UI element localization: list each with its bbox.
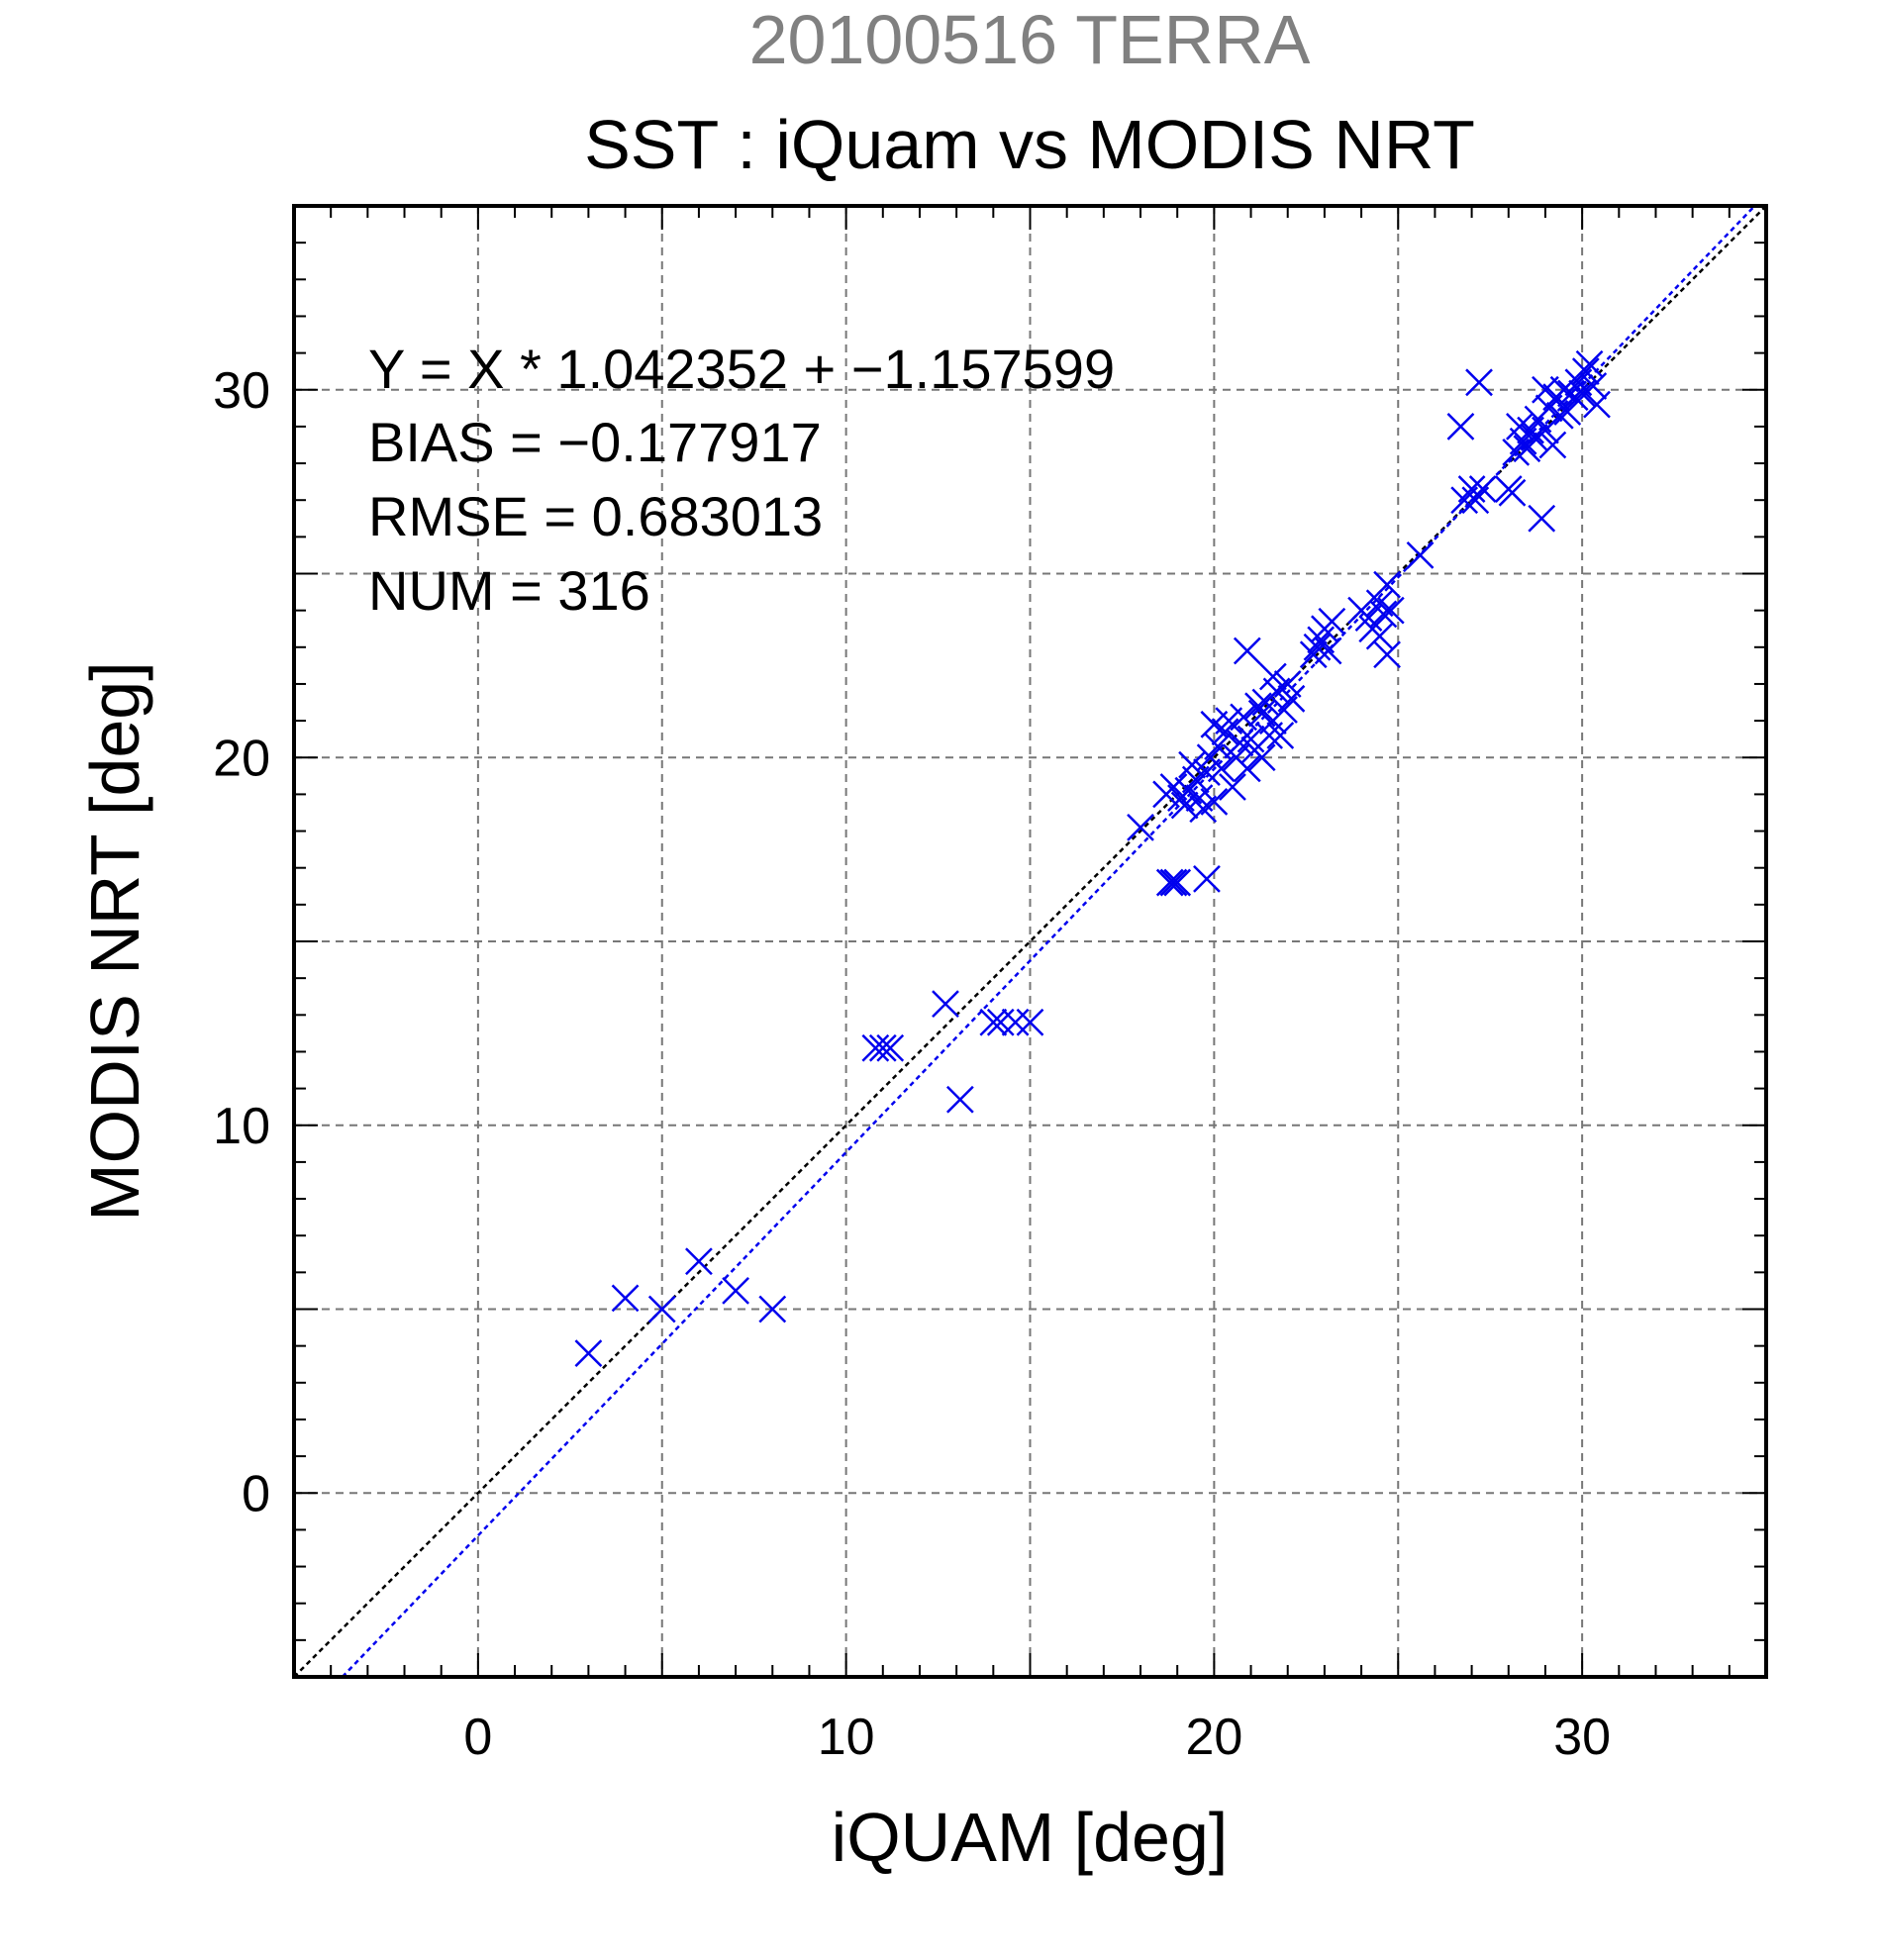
data-point <box>1373 640 1401 669</box>
data-point <box>647 1295 676 1323</box>
data-point <box>1571 357 1600 386</box>
data-point <box>1506 413 1534 441</box>
data-point <box>1204 733 1232 760</box>
data-point <box>1583 390 1611 419</box>
data-point <box>986 1008 1015 1036</box>
data-point <box>1277 684 1306 713</box>
data-point <box>1207 754 1236 783</box>
data-point <box>685 1247 713 1276</box>
x-tick-label: 30 <box>1553 1709 1611 1766</box>
data-point <box>1502 439 1531 466</box>
data-point <box>611 1284 640 1313</box>
data-point <box>1233 637 1261 665</box>
data-point <box>1303 633 1332 661</box>
regression-equation: Y = X * 1.042352 + −1.157599 <box>368 338 1115 400</box>
data-point <box>1406 541 1435 569</box>
stats-block: Y = X * 1.042352 + −1.157599 BIAS = −0.1… <box>368 338 1115 622</box>
x-tick-labels: 0 10 20 30 <box>463 1709 1611 1766</box>
data-point <box>1163 868 1192 897</box>
data-point <box>1314 637 1342 665</box>
data-point <box>1230 703 1257 732</box>
regression-line <box>341 205 1756 1678</box>
data-point <box>1575 349 1604 378</box>
data-point <box>1237 725 1265 753</box>
rmse-value: RMSE = 0.683013 <box>368 485 823 547</box>
y-tick-label: 0 <box>242 1465 270 1522</box>
data-point <box>1545 401 1574 430</box>
chart-title: SST : iQuam vs MODIS NRT <box>584 106 1475 183</box>
data-point <box>945 1085 974 1114</box>
data-point <box>1266 722 1295 749</box>
data-point <box>574 1339 603 1367</box>
data-point <box>1457 475 1486 503</box>
data-point <box>1200 787 1229 816</box>
y-tick-labels: 0 10 20 30 <box>213 362 270 1523</box>
data-point <box>1528 504 1556 533</box>
data-point <box>1170 791 1199 820</box>
data-point <box>1258 662 1287 691</box>
bias-value: BIAS = −0.177917 <box>368 411 822 473</box>
data-point <box>1369 600 1398 629</box>
y-tick-label: 30 <box>213 362 270 420</box>
data-point <box>1155 868 1184 897</box>
data-point <box>1318 607 1346 636</box>
x-tick-label: 10 <box>818 1709 875 1766</box>
data-point <box>1376 596 1405 625</box>
data-point <box>1219 773 1246 801</box>
data-point <box>1513 435 1541 463</box>
data-point <box>1200 710 1229 738</box>
y-tick-label: 10 <box>213 1098 270 1155</box>
data-point <box>1159 868 1188 897</box>
num-value: NUM = 316 <box>368 559 650 622</box>
data-point <box>1244 692 1272 721</box>
data-point <box>1193 864 1221 893</box>
x-axis-label: iQUAM [deg] <box>832 1799 1229 1876</box>
chart-date-title: 20100516 TERRA <box>749 1 1311 78</box>
plot-frame <box>292 204 1768 1679</box>
x-tick-label: 0 <box>463 1709 492 1766</box>
data-point <box>1373 570 1401 599</box>
data-point <box>1016 1008 1044 1036</box>
data-point <box>1001 1008 1030 1036</box>
data-point <box>1365 622 1394 650</box>
data-point <box>1178 750 1206 779</box>
x-tick-label: 20 <box>1185 1709 1242 1766</box>
grid-lines <box>294 206 1766 1677</box>
data-point <box>861 1033 890 1062</box>
data-point <box>979 1008 1008 1036</box>
data-point <box>722 1277 749 1305</box>
data-points <box>574 349 1611 1367</box>
data-point <box>1468 475 1497 503</box>
y-axis-label: MODIS NRT [deg] <box>76 661 153 1221</box>
data-point <box>1538 431 1567 459</box>
y-tick-label: 20 <box>213 730 270 787</box>
data-point <box>932 990 959 1019</box>
data-point <box>868 1033 897 1062</box>
fit-lines <box>293 205 1767 1678</box>
data-point <box>1532 375 1559 404</box>
data-point <box>1446 413 1475 441</box>
data-point <box>1233 754 1261 783</box>
data-point <box>1247 699 1276 728</box>
data-point <box>1498 478 1527 507</box>
data-point <box>876 1033 905 1062</box>
data-point <box>1553 398 1582 426</box>
data-point <box>1127 813 1154 841</box>
data-point <box>1579 372 1608 400</box>
data-point <box>1247 743 1276 772</box>
data-point <box>758 1295 787 1323</box>
data-point <box>1465 368 1493 397</box>
data-point <box>1560 383 1589 412</box>
